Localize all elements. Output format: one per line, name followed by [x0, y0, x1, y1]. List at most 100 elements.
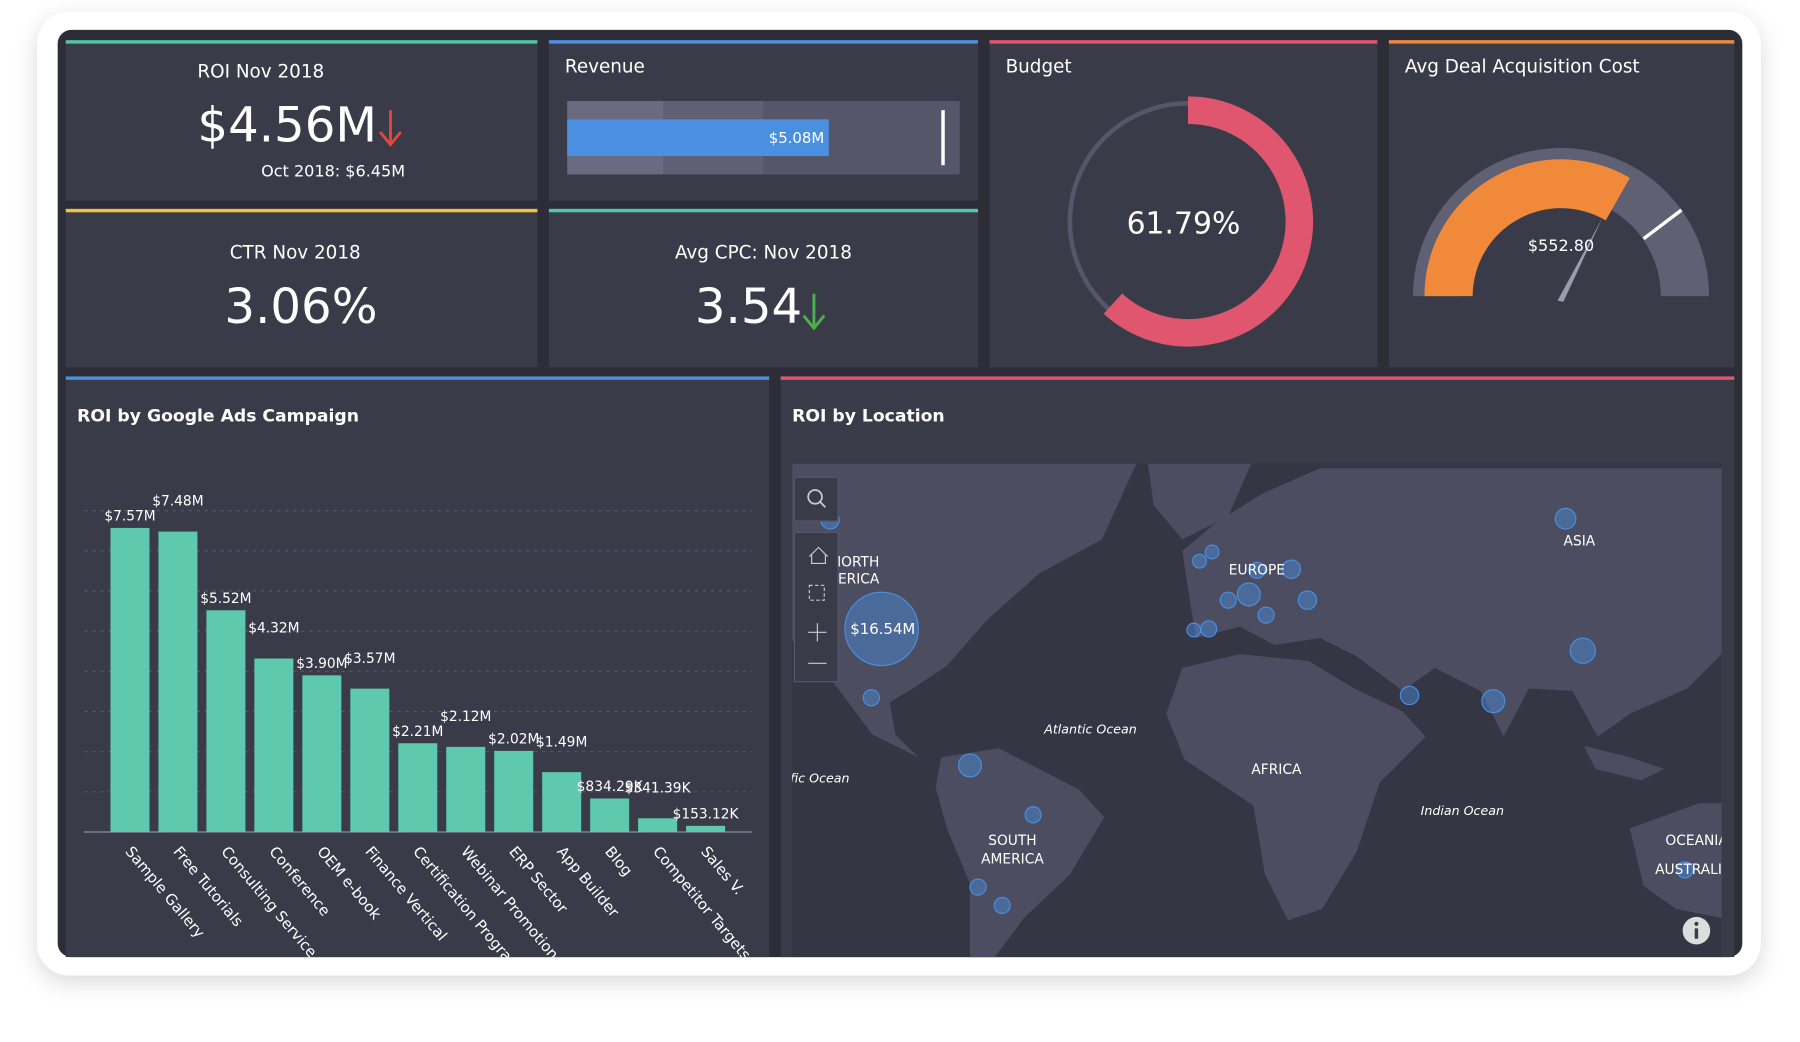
bubble-label: $16.54M	[850, 620, 915, 638]
continent	[1629, 803, 1722, 919]
down-arrow	[379, 110, 402, 147]
data-label: $4.32M	[248, 621, 299, 637]
continent	[1182, 468, 1722, 737]
location-bubble	[1554, 507, 1577, 530]
location-bubble	[1204, 544, 1220, 560]
continents	[792, 463, 1722, 958]
tile	[548, 208, 979, 368]
ocean-label: Atlantic Ocean	[1043, 721, 1137, 736]
continent	[935, 748, 1105, 958]
location-bubble	[1248, 561, 1266, 579]
kpi-title: CTR Nov 2018	[230, 243, 361, 264]
bar	[638, 818, 678, 832]
bar	[110, 527, 150, 832]
data-label: $2.21M	[392, 724, 443, 740]
location-bubble	[1676, 861, 1694, 879]
location-bubble	[1219, 591, 1237, 609]
data-label: $2.12M	[440, 709, 491, 725]
location-bubble	[844, 591, 919, 667]
region-label: EUROPE	[1229, 562, 1285, 578]
donut-arc	[1103, 96, 1314, 347]
kpi-title: Revenue	[565, 57, 645, 78]
tile	[65, 40, 538, 201]
data-label: $153.12K	[673, 806, 740, 822]
down-arrow	[802, 293, 826, 331]
gauge-fill	[1424, 159, 1630, 297]
continent	[792, 463, 1137, 758]
region-label: AUSTRALIA	[1655, 862, 1732, 878]
continent	[1583, 745, 1665, 781]
location-bubble	[1257, 606, 1275, 624]
location-bubble	[993, 896, 1011, 915]
location-bubble	[1297, 590, 1318, 610]
bar	[302, 675, 342, 832]
location-bubble	[1192, 553, 1207, 569]
donut-label: 61.79%	[1127, 206, 1241, 241]
bar	[206, 610, 246, 832]
data-label: $3.90M	[296, 656, 347, 672]
bar	[398, 743, 438, 832]
tile	[65, 208, 538, 368]
bar	[494, 750, 534, 832]
zoom-in-button[interactable]	[808, 623, 827, 642]
region-label: OCEANIA	[1665, 833, 1728, 849]
region-label: SOUTH	[988, 833, 1036, 849]
search-icon	[819, 500, 827, 508]
data-label: $7.57M	[104, 508, 155, 524]
location-bubble	[957, 753, 983, 778]
bar	[350, 688, 390, 832]
region-labels: NORTH AMERICA EUROPE ASIA AFRICA SOUTH A…	[764, 534, 1732, 878]
location-bubble	[862, 689, 880, 707]
search-button[interactable]	[793, 476, 839, 522]
location-bubble	[1569, 637, 1597, 664]
continent	[1166, 654, 1426, 921]
kpi-value: 3.54	[695, 279, 802, 335]
info-icon	[1694, 921, 1699, 926]
data-label: $341.39K	[625, 780, 692, 796]
location-bubble	[1399, 685, 1420, 706]
region-label: AFRICA	[1251, 762, 1302, 778]
bullet-bar	[567, 119, 829, 157]
bar	[446, 746, 486, 832]
search-icon	[807, 489, 823, 505]
tile-stripe	[1388, 40, 1735, 44]
region-label: ASIA	[1564, 534, 1596, 550]
chart-title: ROI by Google Ads Campaign	[77, 407, 359, 427]
data-label: $2.02M	[488, 731, 539, 747]
data-label: $3.57M	[344, 651, 395, 667]
ocean-label: Indian Ocean	[1421, 803, 1504, 818]
gauge-target	[1642, 208, 1683, 241]
continent	[1147, 463, 1252, 540]
kpi-value: 3.06%	[224, 279, 377, 335]
tile	[989, 40, 1378, 368]
info-icon	[1694, 928, 1699, 939]
kpi-comparison: Oct 2018: $6.45M	[261, 162, 405, 181]
bubbles	[820, 507, 1694, 915]
tile-stripe	[65, 40, 538, 44]
bar	[542, 772, 582, 832]
data-label: $7.48M	[152, 494, 203, 510]
bar	[590, 798, 630, 832]
map: $16.54M NORTH AMERICA EUROPE ASIA AFRICA…	[764, 463, 1732, 958]
location-bubble	[1236, 582, 1261, 607]
home-button[interactable]	[808, 546, 829, 565]
bullet-label: $5.08M	[769, 129, 825, 147]
ocean-label: Pacific Ocean	[764, 771, 849, 786]
bar	[158, 531, 198, 832]
region-label: NORTH	[831, 554, 879, 570]
kpi-title: ROI Nov 2018	[197, 61, 324, 82]
zoom-panel	[793, 531, 839, 683]
location-bubble	[1281, 559, 1302, 579]
location-bubble	[1481, 689, 1506, 714]
map-toolbar	[793, 476, 839, 683]
location-bubble	[1200, 620, 1218, 638]
kpi-value: $4.56M	[197, 98, 377, 154]
gauge-needle	[1557, 218, 1603, 302]
select-button[interactable]	[808, 584, 825, 601]
tile-stripe	[65, 208, 538, 213]
kpi-title: Budget	[1006, 57, 1072, 78]
gauge-label: $552.80	[1528, 236, 1594, 255]
bullet-target	[941, 110, 945, 166]
